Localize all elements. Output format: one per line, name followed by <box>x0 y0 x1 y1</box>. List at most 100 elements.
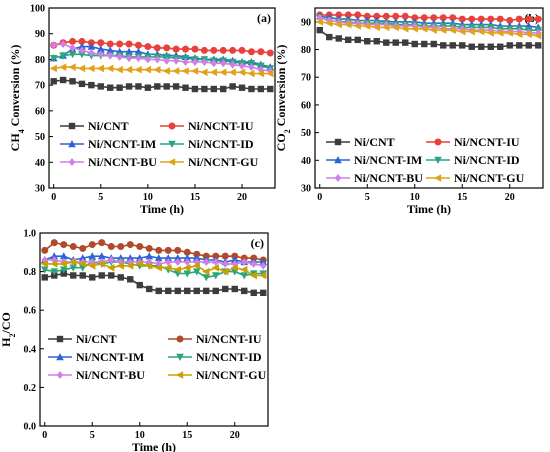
data-point <box>211 272 220 280</box>
data-point <box>96 45 105 53</box>
data-point <box>241 257 248 266</box>
data-point <box>229 60 236 69</box>
legend-label: Ni/NCNT-GU <box>454 171 525 185</box>
data-point <box>192 268 201 276</box>
data-point <box>107 84 114 91</box>
data-point <box>392 12 400 20</box>
data-point <box>106 40 114 48</box>
data-point <box>50 239 58 247</box>
series-ni-ncnt-gu <box>315 18 542 40</box>
plot-frame <box>48 7 276 189</box>
legend-marker <box>334 174 342 182</box>
data-point <box>60 241 68 249</box>
data-point <box>192 262 200 270</box>
data-point <box>97 260 105 268</box>
legend-marker <box>434 138 442 146</box>
data-point <box>59 260 67 268</box>
legend-marker <box>334 138 342 146</box>
legend-marker <box>176 335 184 343</box>
data-point <box>191 85 199 93</box>
data-point <box>219 46 227 54</box>
data-point <box>59 40 67 48</box>
data-point <box>248 63 255 72</box>
data-point <box>477 15 485 23</box>
data-point <box>136 281 143 289</box>
y-tick-label: 100 <box>30 4 45 15</box>
data-point <box>345 36 352 44</box>
y-tick-label: 50 <box>301 128 311 139</box>
data-point <box>163 83 170 90</box>
data-point <box>154 55 161 64</box>
legend: Ni/CNT Ni/NCNT-IU Ni/NCNT-IM Ni/NCNT-ID Ni/N… <box>60 119 259 169</box>
data-point <box>257 48 265 56</box>
data-point <box>430 40 437 48</box>
chart-panel-3: 0 5 10 15 20 0.0 0.2 0.4 0.6 0.8 1.0 Time (h) H2/CO (… <box>0 229 269 452</box>
data-point <box>260 289 267 297</box>
data-point <box>420 24 428 33</box>
data-point <box>524 30 532 39</box>
data-point <box>69 43 76 52</box>
data-point <box>68 63 76 71</box>
y-tick-label: 30 <box>35 184 45 195</box>
data-point <box>497 43 504 50</box>
data-point <box>173 254 182 262</box>
legend-label: Ni/NCNT-GU <box>188 155 259 169</box>
data-point <box>173 265 181 274</box>
legend-label: Ni/NCNT-BU <box>76 368 145 382</box>
data-point <box>230 263 238 272</box>
legend-marker <box>334 156 342 164</box>
data-point <box>50 41 57 50</box>
data-point <box>402 39 409 46</box>
series-line <box>53 79 271 90</box>
data-point <box>89 274 96 281</box>
legend-marker <box>68 122 76 130</box>
legend-label: Ni/NCNT-IM <box>76 350 144 364</box>
legend-label: Ni/CNT <box>354 135 395 149</box>
data-point <box>373 38 380 45</box>
legend-entry: Ni/NCNT-ID <box>426 153 520 167</box>
x-tick-label: 15 <box>457 192 467 203</box>
data-point <box>136 243 144 251</box>
data-point <box>221 252 229 260</box>
data-point <box>135 54 142 63</box>
data-point <box>259 257 268 266</box>
data-point <box>458 15 466 23</box>
data-point <box>181 67 189 75</box>
data-point <box>221 267 229 276</box>
legend-entry: Ni/NCNT-GU <box>160 155 259 169</box>
legend-label: Ni/NCNT-IM <box>88 137 156 151</box>
legend-entry: Ni/NCNT-BU <box>60 155 157 169</box>
data-point <box>145 244 153 252</box>
legend-label: Ni/NCNT-BU <box>354 171 423 185</box>
data-point <box>191 58 199 66</box>
series-ni-ncnt-gu <box>49 63 274 78</box>
data-point <box>78 46 86 55</box>
data-point <box>190 67 199 75</box>
data-point <box>191 45 199 53</box>
data-point <box>184 257 191 266</box>
y-tick-label: 0.2 <box>24 383 37 394</box>
data-point <box>78 80 86 88</box>
legend-entry: Ni/NCNT-ID <box>160 137 254 151</box>
data-point <box>515 15 523 23</box>
legend-marker <box>168 158 176 166</box>
data-point <box>326 33 333 41</box>
data-point <box>69 258 77 266</box>
data-point <box>220 59 227 68</box>
data-point <box>467 27 475 36</box>
data-point <box>59 52 67 60</box>
data-point <box>108 256 115 265</box>
x-axis-label: Time (h) <box>140 202 184 216</box>
data-point <box>210 59 217 68</box>
data-point <box>154 83 161 90</box>
data-point <box>535 42 542 49</box>
y-tick-label: 70 <box>301 73 311 84</box>
data-point <box>40 266 49 274</box>
data-point <box>155 246 163 254</box>
data-point <box>534 31 542 40</box>
data-point <box>238 84 246 91</box>
legend-entry: Ni/NCNT-ID <box>168 350 262 364</box>
data-point <box>97 39 105 47</box>
data-point <box>107 51 114 60</box>
x-tick-label: 0 <box>42 430 47 441</box>
